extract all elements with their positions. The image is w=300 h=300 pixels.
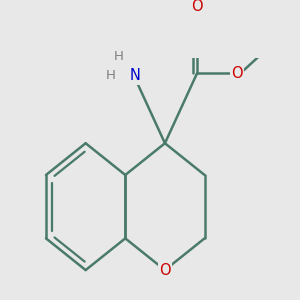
Text: O: O	[191, 0, 203, 14]
Text: O: O	[231, 66, 243, 81]
Text: N: N	[130, 68, 141, 83]
Text: H: H	[106, 69, 116, 82]
Text: O: O	[159, 262, 171, 278]
Text: H: H	[113, 50, 123, 63]
